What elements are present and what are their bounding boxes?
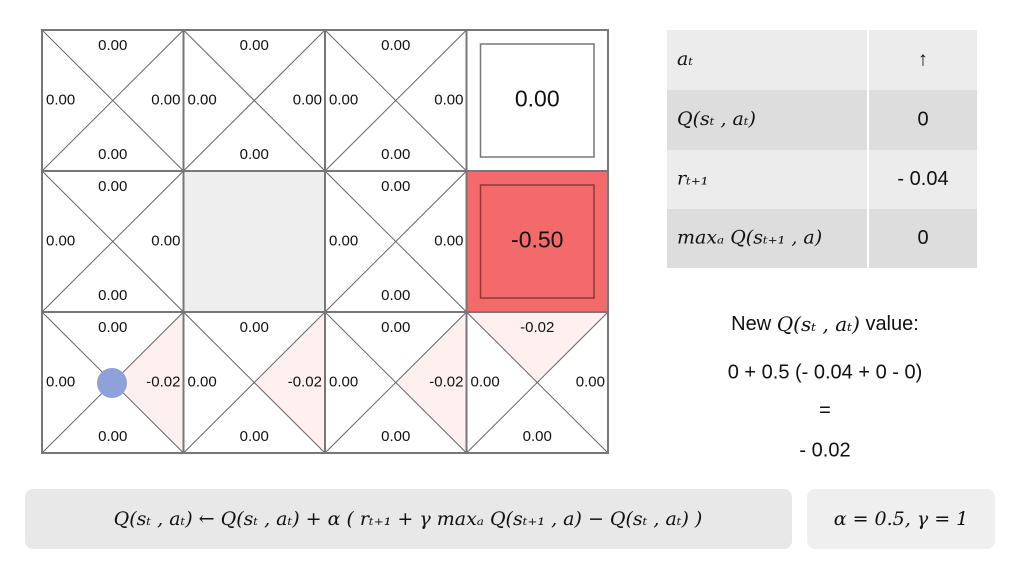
row-value: 0 <box>917 227 928 249</box>
q-down: 0.00 <box>98 428 127 445</box>
terminal-cell <box>465 29 609 172</box>
formula: Q(sₜ , aₜ) ← Q(sₜ , aₜ) + α ( rₜ₊₁ + γ m… <box>114 508 703 530</box>
q-up: 0.00 <box>381 319 410 336</box>
q-down: 0.00 <box>98 146 127 163</box>
q-cell-border <box>465 311 609 454</box>
q-down: 0.00 <box>240 146 269 163</box>
params-box <box>807 489 995 549</box>
terminal-cell <box>465 170 609 313</box>
diagonal <box>183 29 326 172</box>
q-right: 0.00 <box>293 91 322 108</box>
diagonal <box>183 311 326 454</box>
diagonal <box>324 170 467 313</box>
row-label: maxₐ Q(sₜ₊₁ , a) <box>677 227 822 249</box>
wall-cell <box>182 170 326 313</box>
q-down: 0.00 <box>381 428 410 445</box>
terminal-value: 0.00 <box>515 86 560 112</box>
q-left: 0.00 <box>329 373 358 390</box>
q-left: 0.00 <box>46 91 75 108</box>
q-down: 0.00 <box>381 287 410 304</box>
update-result: - 0.02 <box>799 439 850 461</box>
negative-action-shade <box>466 312 608 383</box>
row-value: 0 <box>917 108 928 130</box>
q-down: 0.00 <box>98 287 127 304</box>
row-label: rₜ₊₁ <box>677 168 708 190</box>
diagonal <box>466 311 609 454</box>
gridworld: 0.00 0.00 0.00 0.00 0.00 0.00 0.00 0.00 0.00 0.00… <box>41 29 609 454</box>
row-label: Q(sₜ , aₜ) <box>677 108 756 130</box>
heading-math: Q(sₜ , aₜ) <box>777 312 860 336</box>
diagonal <box>41 29 184 172</box>
q-up: -0.02 <box>520 319 554 336</box>
q-left: 0.00 <box>188 373 217 390</box>
terminal-value: -0.50 <box>511 227 563 253</box>
q-up: 0.00 <box>240 37 269 54</box>
negative-action-shade <box>254 312 325 453</box>
q-right: 0.00 <box>151 91 180 108</box>
table-row <box>667 150 977 209</box>
diagonal <box>41 170 184 313</box>
q-up: 0.00 <box>240 319 269 336</box>
update-heading: New Q(sₜ , aₜ) value: <box>731 312 919 336</box>
q-right: 0.00 <box>434 91 463 108</box>
terminal-inner <box>479 43 595 158</box>
q-right: -0.02 <box>429 373 463 390</box>
q-down: 0.00 <box>240 428 269 445</box>
diagonal <box>324 311 467 454</box>
q-right: -0.02 <box>288 373 322 390</box>
q-right: 0.00 <box>151 232 180 249</box>
q-up: 0.00 <box>98 37 127 54</box>
agent <box>97 368 127 398</box>
q-down: 0.00 <box>381 146 410 163</box>
table-row <box>667 90 977 150</box>
row-value: ↑ <box>918 48 928 70</box>
q-right: 0.00 <box>576 373 605 390</box>
update-expression: 0 + 0.5 (- 0.04 + 0 - 0) <box>728 361 923 383</box>
q-up: 0.00 <box>98 178 127 195</box>
update-equals: = <box>819 399 831 421</box>
q-up: 0.00 <box>381 37 410 54</box>
q-right: -0.02 <box>146 373 180 390</box>
q-down: 0.00 <box>523 428 552 445</box>
negative-action-shade <box>395 312 467 453</box>
q-left: 0.00 <box>46 232 75 249</box>
q-right: 0.00 <box>434 232 463 249</box>
q-left: 0.00 <box>329 91 358 108</box>
table-row <box>667 30 977 90</box>
heading-text: value: <box>865 313 918 335</box>
step-table: aₜ ↑ Q(sₜ , aₜ) 0 rₜ₊₁ - 0.04 maxₐ Q(sₜ₊₁ , a)… <box>667 30 977 268</box>
q-up: 0.00 <box>381 178 410 195</box>
terminal-inner <box>479 184 595 299</box>
table-row <box>667 209 977 268</box>
params: α = 0.5, γ = 1 <box>834 508 969 530</box>
negative-action-shade <box>112 312 184 453</box>
q-left: 0.00 <box>471 373 500 390</box>
formula-box <box>25 489 792 549</box>
row-label: aₜ <box>677 48 693 70</box>
q-left: 0.00 <box>188 91 217 108</box>
q-left: 0.00 <box>46 373 75 390</box>
row-value: - 0.04 <box>897 168 948 190</box>
q-up: 0.00 <box>98 319 127 336</box>
heading-text: New <box>731 313 772 335</box>
q-left: 0.00 <box>329 232 358 249</box>
diagonal <box>324 29 467 172</box>
